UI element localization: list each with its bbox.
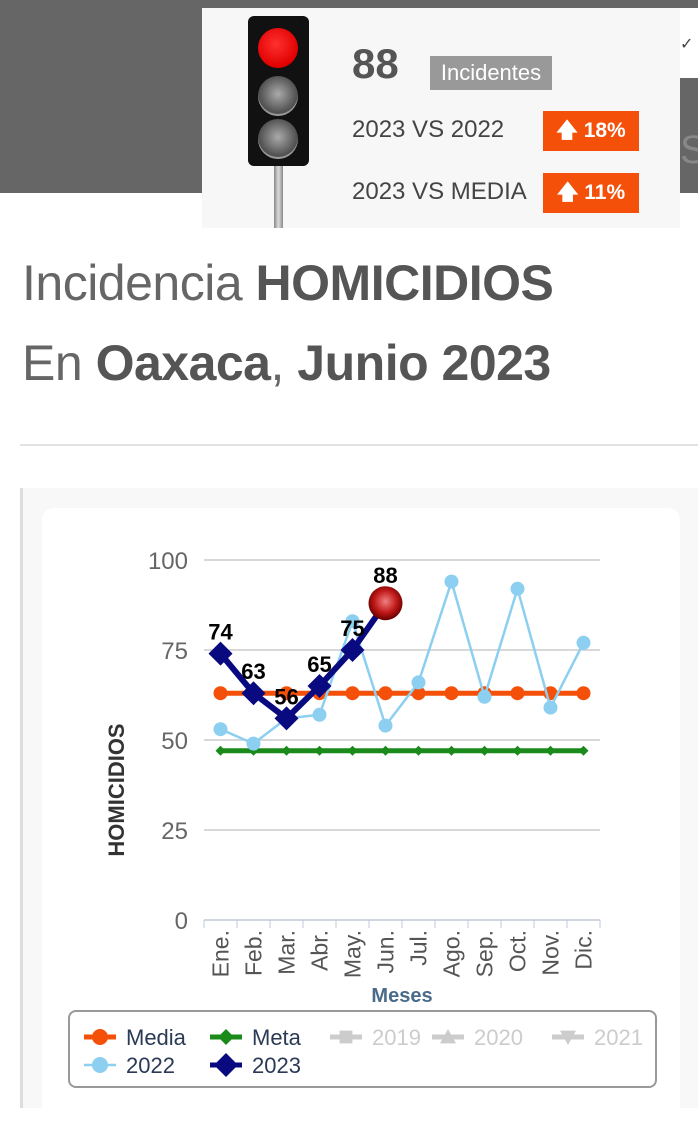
- incident-count: 88: [352, 40, 399, 87]
- point-Meta-May.: [347, 745, 358, 756]
- partial-letter: S: [680, 128, 698, 172]
- comparison-badge-media: 🡅 11%: [543, 173, 639, 213]
- point-Meta-Ago.: [446, 745, 457, 756]
- point-Media-Oct.: [510, 686, 525, 701]
- data-label: 75: [340, 616, 364, 641]
- legend-item-2023: 2023: [252, 1053, 301, 1078]
- legend-marker-2019: [339, 1030, 353, 1044]
- x-tick-label: Oct.: [505, 930, 531, 972]
- x-tick-label: Nov.: [538, 930, 564, 976]
- x-tick-label: Sep.: [472, 930, 498, 977]
- point-2023-Jun.: [368, 586, 403, 621]
- comparison-badge-2022: 🡅 18%: [543, 111, 639, 151]
- point-2023-May.: [340, 638, 365, 662]
- page-title-line1: Incidencia HOMICIDIOS: [22, 255, 554, 311]
- legend-item-Media: Media: [126, 1025, 187, 1050]
- point-Media-Mar.: [279, 686, 294, 701]
- point-Meta-Mar.: [281, 745, 292, 756]
- legend-marker-2021: [560, 1030, 576, 1045]
- point-2022-May.: [345, 614, 360, 629]
- incidents-label: Incidentes: [430, 56, 552, 90]
- legend-item-2020: 2020: [474, 1025, 523, 1050]
- x-tick-label: Feb.: [241, 930, 267, 976]
- x-tick-label: Ene.: [208, 930, 234, 977]
- point-Media-Jul.: [411, 686, 426, 701]
- legend-marker-2023: [214, 1053, 238, 1077]
- traffic-light-pole: [274, 160, 283, 228]
- y-tick-label: 75: [161, 638, 188, 665]
- data-label: 88: [373, 563, 397, 588]
- arrow-up-icon: 🡅: [556, 119, 584, 142]
- divider: [20, 444, 698, 446]
- point-Meta-Abr.: [314, 745, 325, 756]
- traffic-light-icon: [248, 16, 309, 166]
- point-2023-Abr.: [307, 674, 332, 698]
- point-Meta-Jul.: [413, 745, 424, 756]
- arrow-up-icon: 🡅: [556, 181, 585, 204]
- page-title-line2: En Oaxaca, Junio 2023: [22, 335, 551, 391]
- point-Media-Dic.: [576, 686, 591, 701]
- x-tick-label: Jun.: [373, 930, 399, 973]
- point-2022-Sep.: [477, 689, 492, 704]
- x-tick-label: Dic.: [571, 930, 597, 970]
- data-label: 56: [274, 684, 298, 709]
- point-2022-Nov.: [543, 700, 558, 715]
- header-strip: [680, 8, 698, 78]
- point-2022-Ene.: [213, 722, 228, 737]
- x-tick-label: Mar.: [274, 930, 300, 975]
- red-light: [258, 28, 298, 68]
- point-2022-Ago.: [444, 574, 459, 589]
- point-2022-Oct.: [510, 581, 525, 596]
- x-tick-label: Jul.: [406, 930, 432, 966]
- legend-marker-Media: [92, 1029, 108, 1045]
- point-2023-Mar.: [274, 706, 299, 731]
- point-Media-May.: [345, 686, 360, 701]
- yellow-light: [258, 76, 298, 116]
- point-2023-Ene.: [208, 641, 233, 666]
- point-2022-Jul.: [411, 675, 426, 690]
- x-tick-label: May.: [340, 930, 366, 978]
- x-tick-label: Abr.: [307, 930, 333, 971]
- x-axis-title: Meses: [371, 985, 432, 1007]
- y-axis-title: HOMICIDIOS: [104, 723, 129, 856]
- y-tick-label: 100: [148, 548, 188, 575]
- y-tick-label: 50: [161, 728, 188, 755]
- point-Meta-Jun.: [380, 745, 391, 756]
- point-2022-Feb.: [246, 736, 261, 751]
- point-2022-Dic.: [576, 635, 591, 650]
- series-line-2023: [218, 601, 388, 723]
- check-icon[interactable]: ✓: [680, 36, 694, 53]
- comparison-label-media: 2023 VS MEDIA: [352, 178, 527, 205]
- point-Meta-Nov.: [545, 745, 556, 756]
- y-tick-label: 25: [161, 818, 188, 845]
- legend-item-2019: 2019: [372, 1025, 421, 1050]
- point-Media-Jun.: [378, 686, 393, 701]
- comparison-label-2022: 2023 VS 2022: [352, 116, 505, 143]
- legend-item-Meta: Meta: [252, 1025, 302, 1050]
- chart-legend-box: [68, 1010, 657, 1088]
- legend-marker-Meta: [218, 1029, 234, 1045]
- green-light: [258, 119, 298, 159]
- legend-marker-2020: [440, 1029, 456, 1044]
- point-Meta-Sep.: [479, 745, 490, 756]
- x-tick-label: Ago.: [439, 930, 465, 977]
- legend-item-2022: 2022: [126, 1053, 175, 1078]
- point-Media-Ago.: [444, 686, 459, 701]
- y-tick-label: 0: [175, 908, 188, 935]
- point-Media-Ene.: [213, 686, 228, 701]
- point-2023-Feb.: [241, 681, 266, 706]
- data-label: 65: [307, 652, 331, 677]
- data-label: 74: [208, 620, 233, 645]
- legend-marker-2022: [92, 1057, 108, 1073]
- point-Meta-Oct.: [512, 745, 523, 756]
- point-2022-Jun.: [378, 718, 393, 733]
- point-Meta-Ene.: [215, 745, 226, 756]
- data-label: 63: [241, 659, 265, 684]
- legend-item-2021: 2021: [594, 1025, 643, 1050]
- point-2022-Abr.: [312, 707, 327, 722]
- point-Meta-Dic.: [578, 745, 589, 756]
